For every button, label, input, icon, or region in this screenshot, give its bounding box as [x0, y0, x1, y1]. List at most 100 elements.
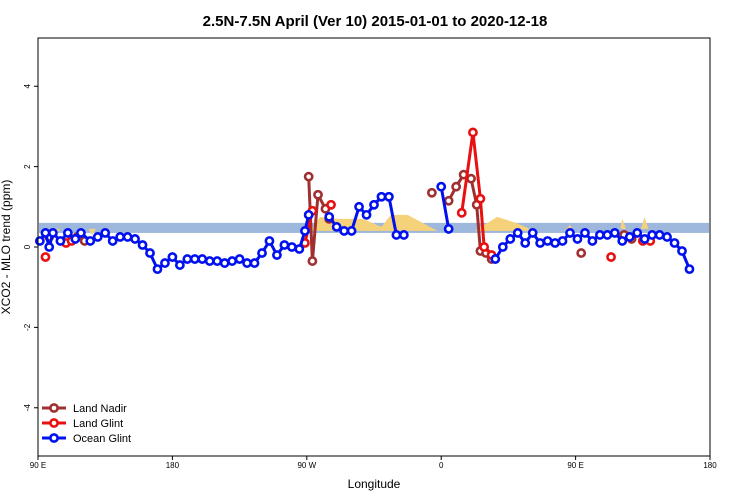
- ocean-glint-point: [331, 222, 342, 232]
- ocean-glint-point: [300, 226, 310, 236]
- ocean-glint-point: [376, 191, 387, 202]
- ocean-glint-point: [505, 234, 516, 244]
- ocean-glint-point: [339, 226, 350, 236]
- land-nadir-point: [466, 173, 476, 184]
- ocean-glint-point: [587, 236, 598, 246]
- ocean-glint-point: [182, 254, 193, 264]
- ocean-glint-point: [76, 228, 86, 238]
- x-tick-label: 0: [439, 461, 444, 470]
- x-axis: 90 E 180 90 W 0 90 E 180: [30, 456, 717, 470]
- ocean-glint-point: [160, 258, 170, 268]
- ocean-glint-point: [497, 242, 508, 252]
- ocean-glint-point: [85, 236, 96, 246]
- ocean-glint-point: [677, 246, 687, 256]
- x-tick-label: 180: [703, 461, 717, 470]
- ocean-glint-point: [369, 199, 379, 210]
- land-glint-point: [456, 207, 467, 218]
- x-tick-label: 90 E: [30, 461, 46, 470]
- ocean-glint-point: [550, 238, 560, 248]
- x-axis-label: Longitude: [348, 477, 401, 491]
- legend-marker-land-nadir: [49, 403, 59, 413]
- ocean-glint-point: [398, 230, 409, 240]
- ocean-glint-point: [324, 211, 335, 222]
- legend: Land Nadir Land Glint Ocean Glint: [42, 403, 131, 445]
- ocean-glint-point: [384, 191, 394, 202]
- land-glint-point: [479, 242, 490, 252]
- ocean-glint-point: [167, 252, 178, 262]
- ocean-glint-point: [189, 254, 200, 264]
- ocean-glint-point: [115, 232, 126, 242]
- ocean-glint-point: [107, 236, 118, 246]
- ocean-glint-point: [145, 248, 155, 258]
- ocean-glint-point: [174, 260, 185, 270]
- land-glint-point: [40, 252, 51, 262]
- ocean-glint-point: [542, 236, 553, 246]
- ocean-glint-point: [257, 248, 267, 258]
- ocean-glint-point: [234, 254, 245, 264]
- ocean-glint-point: [391, 230, 402, 240]
- land-nadir-point: [426, 187, 437, 198]
- ocean-glint-point: [152, 264, 163, 275]
- ocean-glint-point: [100, 228, 111, 238]
- ocean-glint-point: [70, 234, 81, 244]
- ocean-glint-point: [624, 232, 635, 242]
- land-nadir-point: [451, 181, 462, 192]
- land-nadir-point: [443, 195, 454, 206]
- y-tick-label: 2: [23, 164, 32, 169]
- ocean-glint-point: [354, 201, 364, 212]
- ocean-glint-point: [204, 256, 215, 266]
- ocean-glint-point: [34, 236, 45, 246]
- ocean-glint-point: [62, 228, 73, 238]
- ocean-glint-point: [557, 236, 568, 246]
- ocean-glint-point: [272, 250, 282, 260]
- ocean-glint-point: [580, 228, 590, 238]
- y-tick-label: -4: [23, 404, 32, 412]
- land-nadir-point: [303, 171, 314, 182]
- ocean-glint-point: [654, 230, 665, 240]
- ocean-glint-point: [294, 244, 305, 254]
- ocean-glint-point: [602, 230, 613, 240]
- y-tick-label: 4: [23, 83, 32, 88]
- legend-label-land-nadir: Land Nadir: [73, 403, 127, 415]
- ocean-glint-point: [242, 258, 252, 268]
- ocean-glint-point: [662, 232, 672, 242]
- ocean-glint-point: [609, 228, 620, 238]
- land-glint-point: [468, 127, 478, 138]
- ocean-glint-point: [527, 228, 538, 238]
- ocean-glint-point: [669, 238, 680, 248]
- x-tick-label: 180: [166, 461, 180, 470]
- ocean-glint-point: [286, 242, 297, 252]
- land-fill-region: [474, 216, 535, 231]
- land-nadir-point: [307, 256, 318, 266]
- chart-title: 2.5N-7.5N April (Ver 10) 2015-01-01 to 2…: [203, 13, 548, 30]
- y-axis: -4 -2 0 2 4: [23, 83, 38, 411]
- ocean-glint-point: [212, 256, 223, 266]
- ocean-glint-point: [122, 232, 133, 242]
- x-tick-label: 90 W: [297, 461, 316, 470]
- y-axis-label: XCO2 - MLO trend (ppm): [0, 180, 13, 315]
- land-nadir-point: [313, 189, 323, 200]
- ocean-glint-point: [249, 258, 260, 268]
- ocean-glint-point: [361, 209, 372, 220]
- ocean-glint-point: [55, 236, 66, 246]
- ocean-glint-point: [130, 234, 140, 244]
- ocean-glint-point: [617, 236, 628, 246]
- ocean-glint-point: [436, 181, 447, 192]
- ocean-glint-point: [565, 228, 575, 238]
- ocean-glint-point: [684, 264, 695, 275]
- ocean-glint-point: [346, 226, 357, 236]
- ocean-glint-point: [227, 256, 238, 266]
- ocean-glint-point: [594, 230, 605, 240]
- land-glint-point: [475, 193, 486, 204]
- ocean-glint-point: [197, 254, 208, 264]
- x-tick-label: 90 E: [567, 461, 583, 470]
- ocean-glint-point: [572, 234, 583, 244]
- ocean-glint-point: [443, 224, 454, 234]
- ocean-glint-point: [535, 238, 546, 248]
- ocean-glint-point: [279, 240, 290, 250]
- ocean-glint-point: [632, 228, 643, 238]
- ocean-glint-point: [48, 228, 58, 238]
- ocean-glint-point: [512, 228, 523, 238]
- legend-label-land-glint: Land Glint: [73, 418, 123, 430]
